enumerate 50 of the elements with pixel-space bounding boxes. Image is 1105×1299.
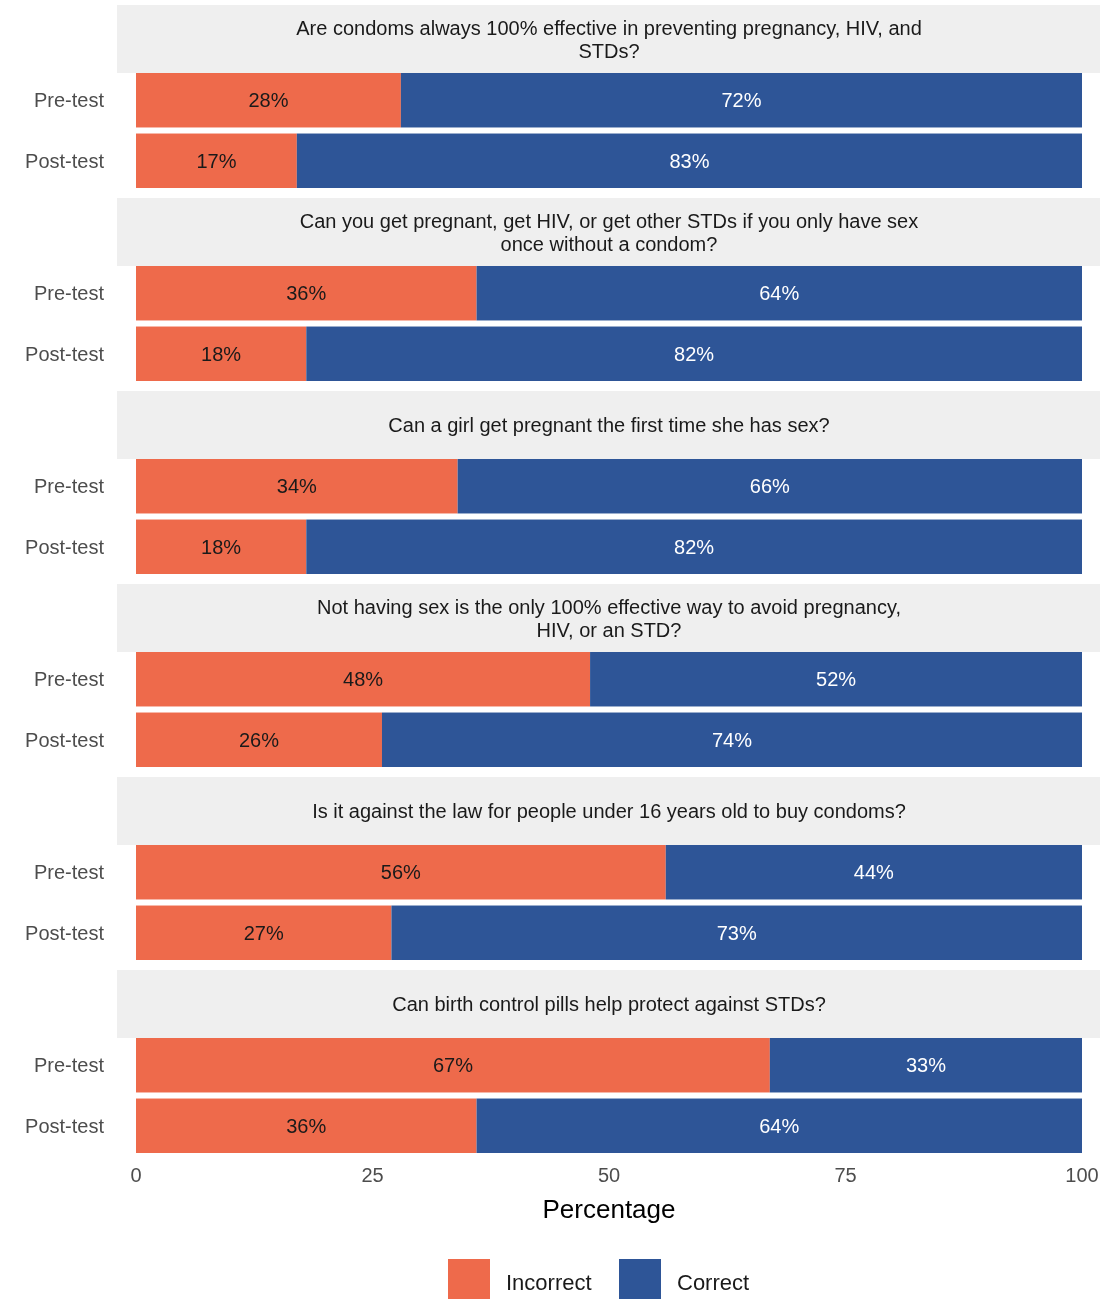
x-tick-label: 75 <box>834 1164 857 1187</box>
data-label: 83% <box>669 149 710 172</box>
y-tick-label: Pre-test <box>33 89 105 112</box>
data-label: 44% <box>853 861 895 884</box>
y-tick-label: Pre-test <box>33 861 105 884</box>
y-tick-label: Pre-test <box>33 1054 105 1077</box>
data-label: 48% <box>343 668 384 691</box>
y-tick-label: Pre-test <box>33 282 105 305</box>
chart-title: Can a girl get pregnant the first time she has sex? <box>388 414 830 436</box>
data-label: 82% <box>674 342 715 365</box>
data-label: 26% <box>238 728 280 751</box>
data-label: 72% <box>721 89 762 112</box>
data-label: 28% <box>248 89 289 112</box>
legend-label: Incorrect <box>506 1269 592 1295</box>
data-label: 74% <box>711 728 753 751</box>
data-label: 17% <box>196 149 237 172</box>
y-tick-label: Pre-test <box>33 475 105 498</box>
data-label: 36% <box>286 282 327 305</box>
data-label: 82% <box>674 535 715 558</box>
x-axis-title: Percentage <box>542 1194 676 1225</box>
data-label: 18% <box>201 342 242 365</box>
legend-label: Correct <box>677 1269 750 1295</box>
x-tick-label: 0 <box>130 1164 142 1187</box>
y-tick-label: Post-test <box>25 728 105 751</box>
chart-title: Is it against the law for people under 16 years old to buy condoms? <box>312 800 906 822</box>
y-tick-label: Post-test <box>25 921 105 944</box>
data-label: 66% <box>749 475 791 498</box>
data-label: 67% <box>432 1054 474 1077</box>
chart-title: Are condoms always 100% effective in preventing pregnancy, HIV, and STDs? <box>296 17 922 62</box>
y-tick-label: Post-test <box>25 149 105 172</box>
x-tick-label: 50 <box>597 1164 621 1187</box>
x-tick-label: 100 <box>1065 1164 1099 1187</box>
data-label: 64% <box>759 282 800 305</box>
chart-title: Can birth control pills help protect against STDs? <box>392 993 826 1015</box>
y-tick-label: Post-test <box>25 535 105 558</box>
y-tick-label: Post-test <box>25 342 105 365</box>
data-label: 27% <box>243 921 284 944</box>
data-label: 52% <box>816 668 857 691</box>
data-label: 34% <box>276 475 318 498</box>
chart-title: Not having sex is the only 100% effective way to avoid pregnancy, HIV, or an STD? <box>316 596 902 641</box>
y-tick-label: Pre-test <box>33 668 105 691</box>
data-label: 73% <box>716 921 757 944</box>
data-label: 18% <box>201 535 242 558</box>
data-label: 36% <box>286 1114 327 1137</box>
x-tick-label: 25 <box>361 1164 384 1187</box>
chart-title: Can you get pregnant, get HIV, or get other STDs if you only have sex once without a condom? <box>299 210 919 255</box>
y-tick-label: Post-test <box>25 1114 105 1137</box>
data-label: 56% <box>380 861 422 884</box>
data-label: 33% <box>905 1054 947 1077</box>
data-label: 64% <box>759 1114 800 1137</box>
